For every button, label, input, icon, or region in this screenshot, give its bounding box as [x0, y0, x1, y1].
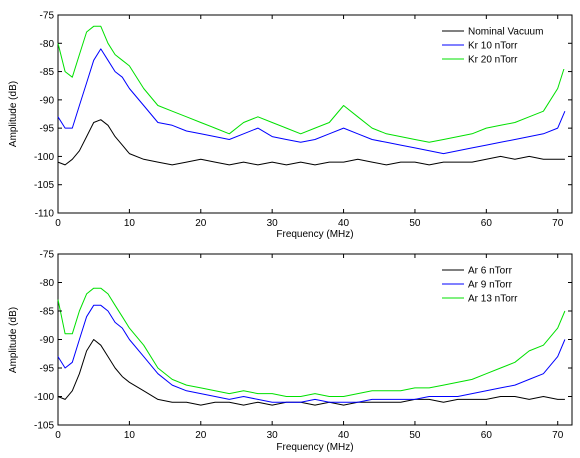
series-line-kr-2 — [57, 25, 566, 143]
x-tick-label: 10 — [124, 218, 136, 229]
series-line-kr-1 — [57, 48, 566, 155]
x-axis-label-ar: Frequency (MHz) — [276, 442, 353, 453]
legend-ar: Ar 6 nTorr Ar 9 nTorr Ar 13 nTorr — [436, 260, 566, 308]
y-tick-label: -100 — [34, 152, 54, 163]
series-line-kr-0 — [57, 119, 565, 166]
chart-kr: 0 10 20 30 40 50 60 70 -110 -105 -100 -95 -90 -85 -80 -… — [8, 11, 573, 240]
x-axis-label-kr: Frequency (MHz) — [276, 229, 353, 240]
series-line-ar-1 — [57, 304, 566, 403]
y-tick-label: -90 — [40, 335, 55, 346]
x-tick-label: 70 — [552, 430, 564, 441]
y-tick-label: -95 — [40, 364, 55, 375]
chart-ar: 0 10 20 30 40 50 60 70 -105 -100 -95 -90 -85 -80 -75 F… — [8, 250, 573, 453]
x-tick-label: 60 — [481, 430, 493, 441]
legend-entry: Ar 13 nTorr — [468, 294, 518, 305]
x-tick-label: 50 — [409, 430, 421, 441]
x-tick-label: 0 — [55, 430, 61, 441]
x-tick-label: 40 — [338, 430, 350, 441]
y-tick-label: -95 — [40, 124, 55, 135]
y-tick-label: -85 — [40, 67, 55, 78]
y-axis-label-ar: Amplitude (dB) — [8, 307, 19, 373]
legend-entry: Ar 9 nTorr — [468, 280, 513, 291]
y-tick-label: -75 — [40, 250, 55, 261]
y-tick-label: -110 — [35, 209, 55, 220]
y-tick-label: -80 — [40, 39, 55, 50]
legend-kr: Nominal Vacuum Kr 10 nTorr Kr 20 nTorr — [436, 21, 566, 69]
x-tick-label: 0 — [55, 218, 61, 229]
y-tick-label: -85 — [40, 307, 55, 318]
x-tick-label: 60 — [481, 218, 493, 229]
y-tick-label: -105 — [34, 180, 54, 191]
series-line-ar-2 — [57, 287, 566, 397]
legend-entry: Kr 10 nTorr — [468, 41, 518, 52]
x-tick-label: 40 — [338, 218, 350, 229]
x-tick-label: 70 — [552, 218, 564, 229]
series-line-ar-0 — [57, 339, 565, 406]
legend-entry: Kr 20 nTorr — [468, 55, 518, 66]
y-tick-label: -75 — [40, 11, 55, 22]
x-tick-label: 50 — [409, 218, 421, 229]
legend-entry: Ar 6 nTorr — [468, 266, 513, 277]
x-tick-label: 20 — [195, 430, 207, 441]
legend-entry: Nominal Vacuum — [468, 27, 543, 38]
x-tick-label: 30 — [267, 430, 279, 441]
y-tick-label: -105 — [34, 421, 54, 432]
y-tick-label: -90 — [40, 95, 55, 106]
y-axis-label-kr: Amplitude (dB) — [8, 81, 19, 147]
x-tick-label: 30 — [267, 218, 279, 229]
y-tick-label: -100 — [34, 392, 54, 403]
y-tick-label: -80 — [40, 278, 55, 289]
x-tick-label: 20 — [195, 218, 207, 229]
x-tick-label: 10 — [124, 430, 136, 441]
